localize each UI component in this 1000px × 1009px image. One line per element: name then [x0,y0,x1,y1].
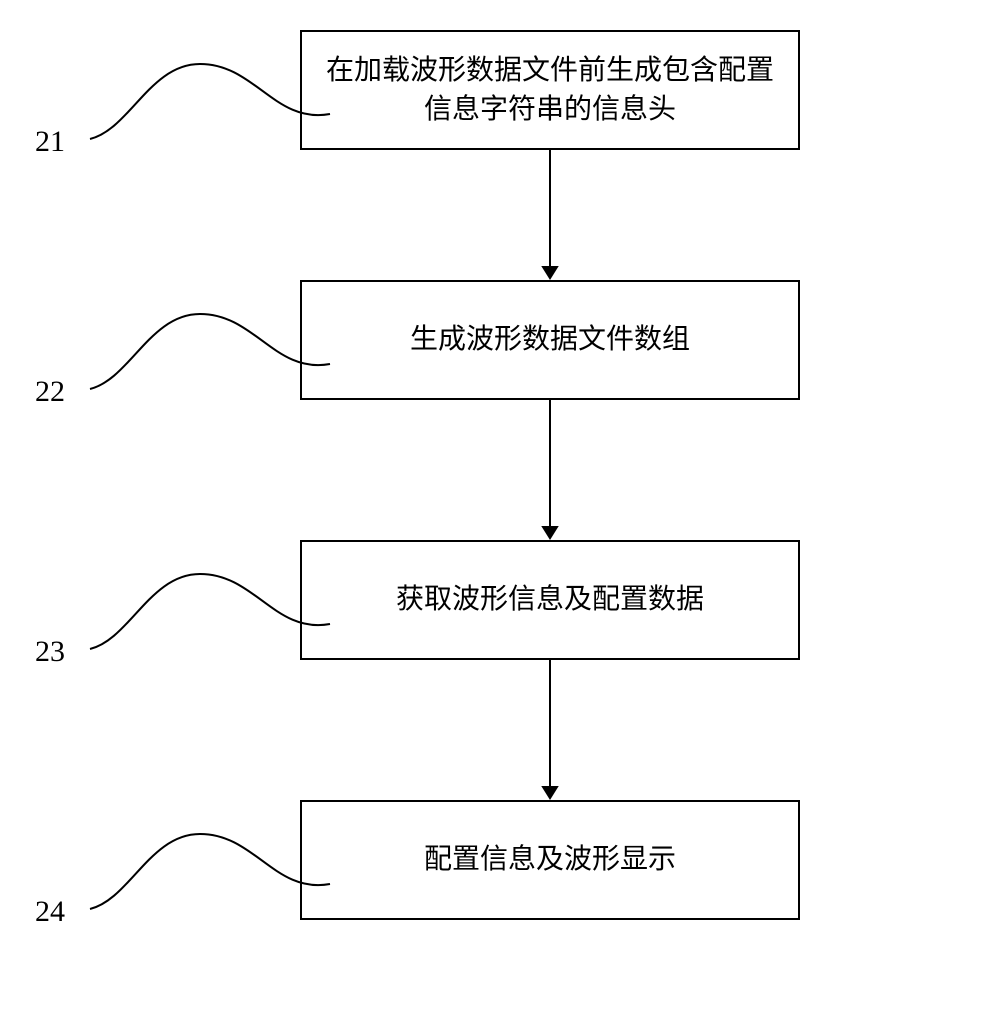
swoosh-22 [90,289,390,489]
arrow-b3-b4 [530,660,570,800]
flow-box-text: 生成波形数据文件数组 [410,320,690,359]
arrow-b2-b3 [530,400,570,540]
flow-box-text: 配置信息及波形显示 [424,840,676,879]
swoosh-21 [90,39,390,239]
flow-box-text: 获取波形信息及配置数据 [396,580,704,619]
step-label-23: 23 [35,635,65,669]
step-label-24: 24 [35,895,65,929]
step-label-21: 21 [35,125,65,159]
step-label-22: 22 [35,375,65,409]
swoosh-24 [90,809,390,1009]
arrow-b1-b2 [530,150,570,280]
swoosh-23 [90,549,390,749]
flowchart-canvas: 在加载波形数据文件前生成包含配置信息字符串的信息头生成波形数据文件数组获取波形信… [0,0,1000,934]
